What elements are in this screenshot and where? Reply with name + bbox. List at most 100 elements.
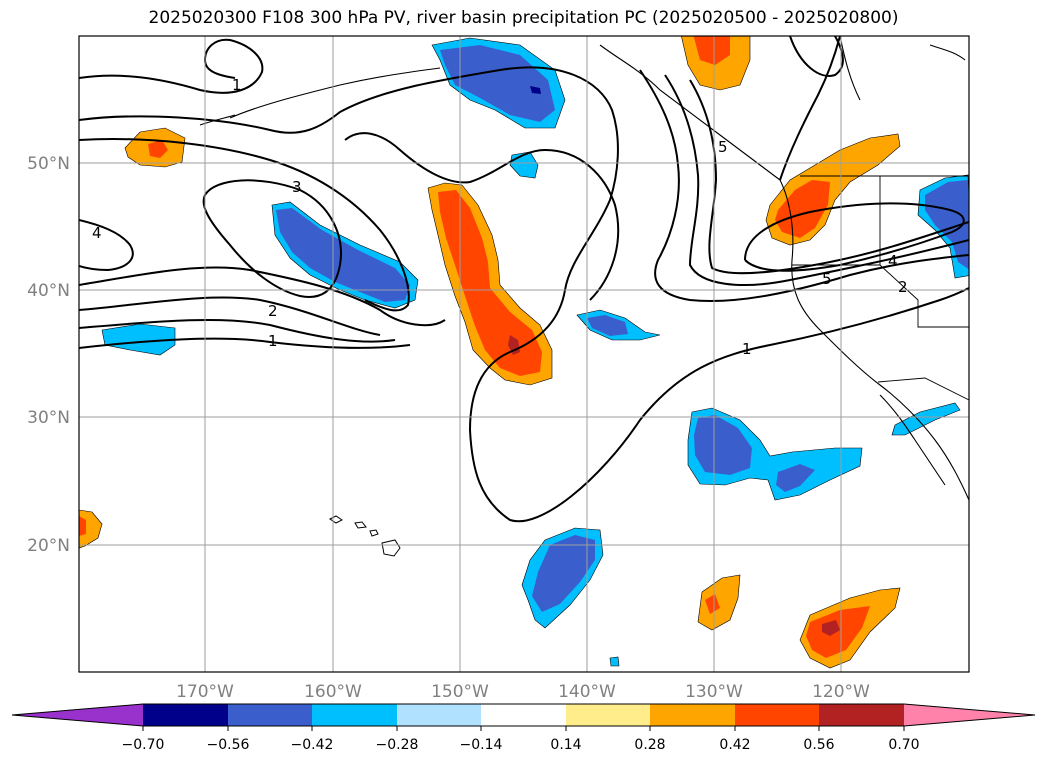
contour-label: 4: [888, 252, 898, 270]
blue-region: [440, 45, 555, 122]
shaded-regions: [79, 36, 969, 669]
orange-region: [822, 620, 840, 636]
pv-contour: [202, 179, 342, 298]
pv-contour: [744, 202, 965, 272]
orange-region: [697, 574, 741, 631]
colorbar-label: 0.42: [719, 737, 750, 753]
hawaii-islands: [329, 515, 401, 557]
lon-labels: 170°W 160°W 150°W 140°W 130°W 120°W: [176, 682, 870, 702]
border: [877, 377, 969, 401]
coastline: [779, 179, 969, 501]
colorbar-swatch: [819, 704, 904, 726]
coastline: [599, 44, 781, 181]
blue-region: [532, 535, 595, 612]
colorbar-swatch: [143, 704, 228, 726]
blue-region: [609, 656, 620, 667]
colorbar-swatch: [650, 704, 735, 726]
pv-contour: [79, 66, 969, 523]
lat-labels: 50°N 40°N 30°N 20°N: [27, 154, 70, 556]
contour-label: 1: [268, 332, 278, 350]
blue-region: [101, 323, 176, 356]
contour-label: 5: [718, 138, 728, 156]
pv-contour: [344, 132, 620, 301]
colorbar: −0.70 −0.56 −0.42 −0.28 −0.14 0.14 0.28 …: [11, 703, 1036, 753]
coastline: [229, 67, 441, 119]
colorbar-swatch: [735, 704, 819, 726]
border: [879, 264, 969, 328]
island: [354, 521, 367, 529]
orange-region: [806, 606, 870, 658]
orange-region: [148, 140, 168, 158]
lon-label: 120°W: [812, 682, 870, 702]
contour-label: 2: [898, 278, 908, 296]
pv-contour: [664, 74, 969, 286]
coastline: [879, 394, 946, 486]
contour-label: 3: [292, 178, 302, 196]
colorbar-label: 0.14: [550, 737, 581, 753]
blue-region: [694, 415, 752, 475]
pv-contour: [79, 219, 134, 272]
colorbar-swatch: [228, 704, 312, 726]
colorbar-swatch: [481, 704, 566, 726]
blue-region: [891, 402, 961, 436]
orange-region: [705, 594, 720, 614]
colorbar-label: −0.56: [207, 737, 250, 753]
contour-labels: 1 3 4 2 1 1 5 2 4 5: [92, 76, 908, 358]
colorbar-label: −0.70: [122, 737, 165, 753]
orange-region: [693, 36, 730, 65]
contour-label: 1: [742, 340, 752, 358]
colorbar-swatch: [566, 704, 650, 726]
colorbar-label: 0.28: [634, 737, 665, 753]
colorbar-label: −0.14: [460, 737, 503, 753]
blue-region: [776, 464, 815, 492]
pv-contour: [79, 318, 396, 343]
colorbar-ticks: [142, 726, 905, 731]
lat-label: 20°N: [27, 536, 70, 556]
lat-label: 50°N: [27, 154, 70, 174]
contour-label: 5: [822, 270, 832, 288]
orange-region: [775, 180, 830, 238]
coastlines: [199, 36, 969, 501]
pv-contour: [79, 138, 410, 312]
colorbar-label: −0.28: [376, 737, 419, 753]
contour-label: 1: [232, 76, 242, 94]
blue-region: [587, 315, 628, 336]
lon-label: 130°W: [685, 682, 743, 702]
blue-region: [925, 180, 969, 270]
contour-label: 4: [92, 224, 102, 242]
colorbar-label: −0.42: [291, 737, 334, 753]
lon-label: 150°W: [431, 682, 489, 702]
colorbar-label: 0.70: [888, 737, 919, 753]
island: [369, 529, 379, 537]
pv-contour: [79, 337, 411, 349]
pv-contour: [79, 296, 381, 336]
gridlines: [79, 36, 969, 672]
blue-region: [530, 86, 541, 94]
colorbar-swatch: [397, 704, 481, 726]
colorbar-extend-left: [12, 704, 143, 726]
pv-contour: [639, 69, 969, 302]
orange-region: [438, 190, 542, 376]
map-title: 2025020300 F108 300 hPa PV, river basin …: [148, 8, 899, 28]
lat-label: 30°N: [27, 408, 70, 428]
lat-label: 40°N: [27, 281, 70, 301]
contour-label: 2: [268, 302, 278, 320]
lon-label: 160°W: [304, 682, 362, 702]
borders: [792, 175, 969, 401]
island: [381, 539, 401, 557]
coastline: [199, 114, 236, 126]
pv-contours: [79, 36, 969, 523]
pv-contour: [779, 36, 841, 181]
orange-region: [79, 516, 86, 536]
pv-contour: [79, 266, 446, 327]
pv-contour: [789, 36, 844, 77]
coastline: [929, 44, 966, 61]
colorbar-extend-right: [904, 704, 1035, 726]
blue-region: [276, 208, 410, 302]
colorbar-label: 0.56: [803, 737, 834, 753]
lon-label: 140°W: [558, 682, 616, 702]
lon-label: 170°W: [176, 682, 234, 702]
colorbar-swatch: [312, 704, 397, 726]
map-frame: [78, 35, 970, 673]
